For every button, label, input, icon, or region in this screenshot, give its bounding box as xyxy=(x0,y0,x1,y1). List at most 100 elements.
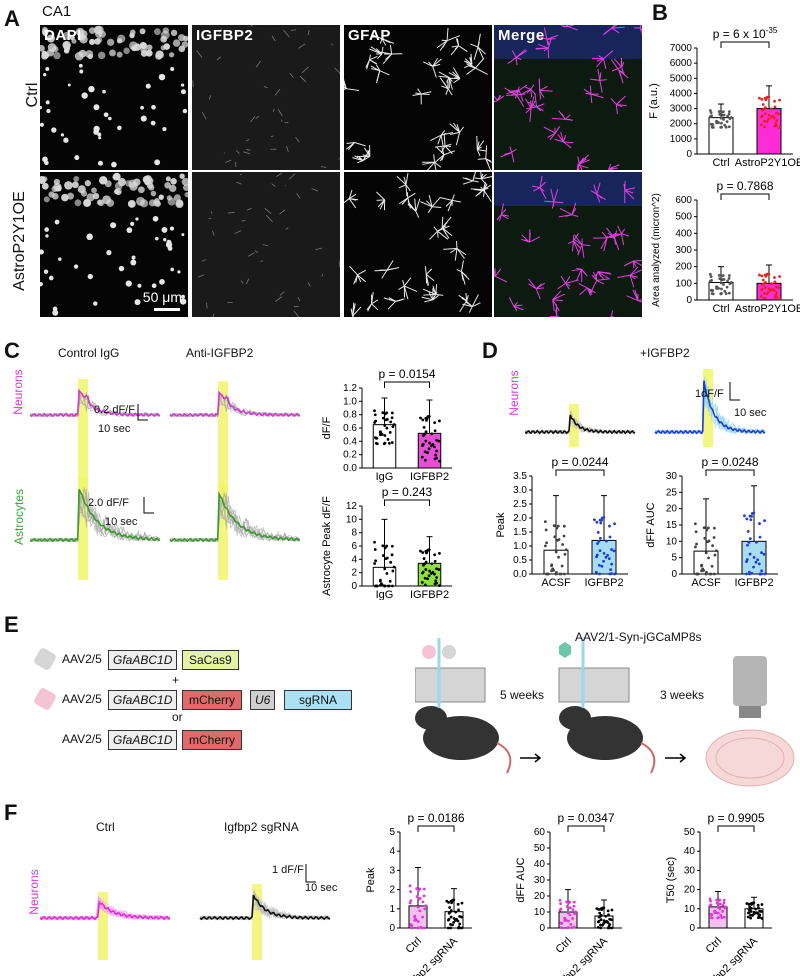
category-label: ACSF xyxy=(541,577,571,589)
data-point xyxy=(408,884,412,888)
data-point xyxy=(596,926,600,929)
data-point xyxy=(723,289,727,293)
data-point xyxy=(423,562,427,566)
data-point xyxy=(454,918,457,922)
data-point xyxy=(748,905,752,909)
data-point xyxy=(448,910,452,914)
data-point xyxy=(745,902,749,905)
y-tick-label: 300 xyxy=(675,245,692,256)
category-label: Ctrl xyxy=(554,935,575,956)
panel-d-charts: 0.0 0.5 1.0 1.5 2.0 2.5 3.0 3.5 Peak ACSF IGFBP2 p … xyxy=(495,455,778,589)
data-point xyxy=(456,902,460,906)
data-point xyxy=(709,916,713,920)
row-label-neurons-f: Neurons xyxy=(27,869,41,915)
data-point xyxy=(390,411,394,415)
data-point xyxy=(762,119,766,123)
trial-trace xyxy=(169,493,300,543)
data-point xyxy=(558,572,562,576)
data-point xyxy=(568,906,572,910)
y-tick-label: 0.4 xyxy=(343,436,357,447)
data-point xyxy=(419,925,423,929)
stereotax-frame xyxy=(558,667,630,703)
data-point xyxy=(416,920,420,923)
data-point xyxy=(724,292,728,295)
data-point xyxy=(380,432,383,436)
category-label: IgG xyxy=(376,589,394,600)
data-point xyxy=(777,112,781,116)
micrograph-astrop2y1oe-igfbp2 xyxy=(192,172,340,317)
data-point xyxy=(712,572,716,576)
scale-c-2: 2.0 dF/F xyxy=(88,497,129,509)
data-point xyxy=(423,432,427,436)
mouse-body xyxy=(423,716,499,760)
data-point xyxy=(381,554,385,557)
mouse-tail xyxy=(640,742,656,774)
panel-c-traces xyxy=(30,379,300,580)
y-tick-label: 1000 xyxy=(670,134,693,145)
data-point xyxy=(765,292,769,296)
y-tick-label: 20 xyxy=(534,891,546,902)
data-point xyxy=(555,526,559,530)
data-point xyxy=(749,902,753,905)
data-point xyxy=(705,570,708,574)
trial-trace xyxy=(40,898,171,921)
data-point xyxy=(387,441,391,445)
significance-bracket xyxy=(720,41,770,48)
p-value: p = 0.0186 xyxy=(407,811,464,825)
data-point xyxy=(775,285,778,289)
plus-sign: + xyxy=(172,673,180,687)
data-point xyxy=(596,530,600,534)
data-point xyxy=(550,564,553,568)
data-point xyxy=(708,897,712,901)
data-point xyxy=(437,439,441,443)
data-point xyxy=(748,572,751,576)
data-point xyxy=(756,916,760,920)
scale-bar xyxy=(729,382,740,401)
y-tick-label: 2.5 xyxy=(513,499,527,510)
y-tick-label: 30 xyxy=(666,471,678,482)
data-point xyxy=(392,565,396,569)
data-point xyxy=(562,572,566,576)
data-point xyxy=(600,564,604,568)
brain-slice-inner xyxy=(715,737,785,779)
step1-label: 5 weeks xyxy=(500,688,545,702)
y-tick-label: 1 xyxy=(389,904,395,915)
data-point xyxy=(418,909,422,913)
data-point xyxy=(557,538,561,541)
data-point xyxy=(710,564,714,568)
data-point xyxy=(778,98,781,102)
data-point xyxy=(373,548,377,551)
data-point xyxy=(606,553,610,557)
data-point xyxy=(609,568,613,572)
vector-sgrna: sgRNA xyxy=(284,690,353,710)
data-point xyxy=(610,562,614,566)
data-point xyxy=(381,416,385,420)
data-point xyxy=(763,296,766,300)
data-point xyxy=(763,273,767,277)
y-tick-label: 0.0 xyxy=(513,569,527,580)
data-point xyxy=(604,555,608,559)
data-point xyxy=(457,908,460,912)
bar-igfbp2 xyxy=(741,540,767,575)
data-point xyxy=(569,923,573,926)
data-point xyxy=(410,924,414,927)
mean-trace xyxy=(30,489,161,543)
condition-control-igg: Control IgG xyxy=(58,346,120,360)
trial-trace xyxy=(30,489,161,543)
data-point xyxy=(373,421,376,424)
data-point xyxy=(562,534,566,538)
data-point xyxy=(746,529,750,533)
data-point xyxy=(381,411,385,415)
p-value: p = 0.7868 xyxy=(716,179,773,193)
objective-lens xyxy=(733,656,767,706)
data-point xyxy=(709,111,713,114)
data-point xyxy=(763,112,767,116)
data-point xyxy=(727,274,731,277)
data-point xyxy=(710,292,714,295)
data-point xyxy=(695,542,698,546)
data-point xyxy=(718,112,722,116)
stimulus-highlight xyxy=(218,381,228,506)
y-tick-label: 1.2 xyxy=(343,383,357,394)
data-point xyxy=(760,287,764,291)
data-point xyxy=(763,96,767,100)
